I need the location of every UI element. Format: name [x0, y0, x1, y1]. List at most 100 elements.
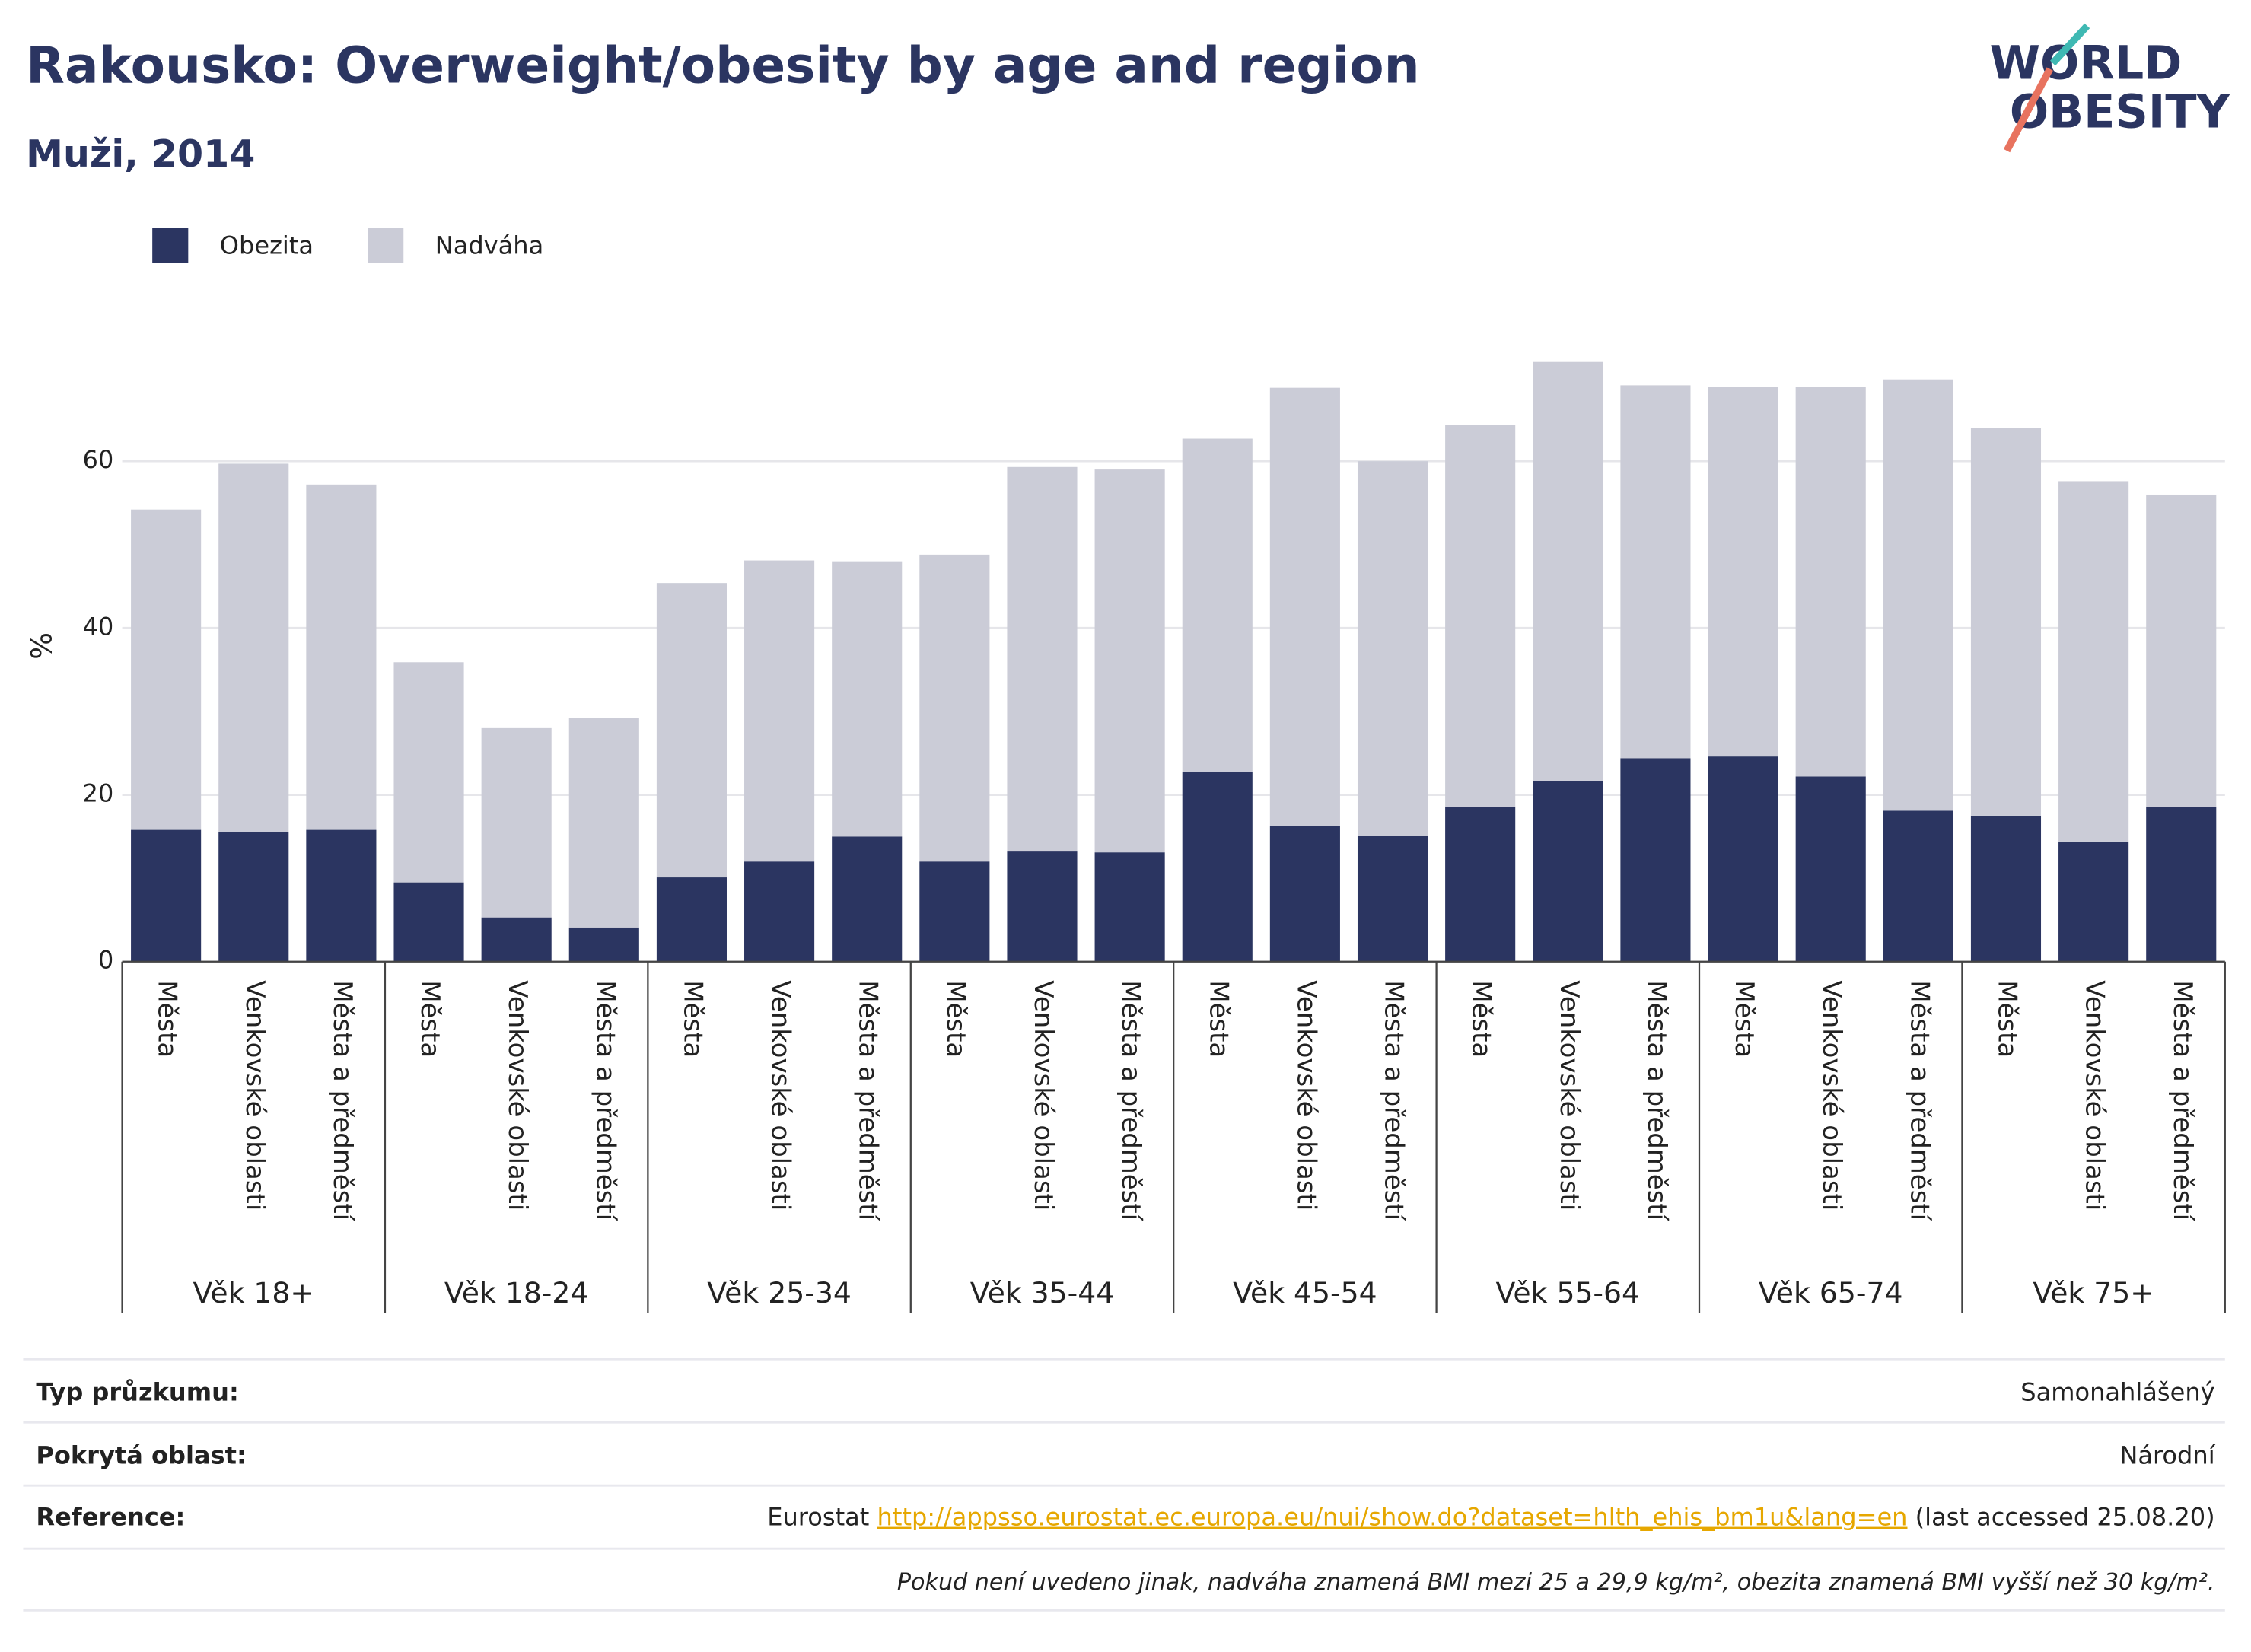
bar [218, 832, 289, 962]
row-value: Národní [2119, 1440, 2215, 1469]
bar [1357, 461, 1428, 836]
bar [1269, 826, 1340, 962]
bar [1007, 466, 1078, 852]
x-tick-label: Města a předměstí [1641, 980, 1672, 1221]
chart-title: Rakousko: Overweight/obesity by age and … [26, 37, 1419, 95]
x-tick-label: Města a předměstí [1904, 980, 1934, 1221]
x-tick-label: Města [1992, 980, 2022, 1058]
bar [1445, 806, 1516, 962]
x-tick-label: Venkovské oblasti [240, 980, 270, 1211]
bar [2058, 481, 2129, 842]
bar [1357, 836, 1428, 962]
group-label: Věk 35-44 [970, 1276, 1115, 1310]
legend-swatch [368, 228, 404, 263]
y-tick-label: 40 [82, 612, 113, 641]
bar [2146, 806, 2217, 962]
group-label: Věk 65-74 [1759, 1276, 1903, 1310]
x-tick-label: Města [152, 980, 183, 1058]
y-axis-label: % [24, 632, 58, 660]
bar [306, 484, 377, 830]
row-label: Typ průzkumu: [36, 1377, 238, 1406]
bar [2146, 494, 2217, 807]
x-tick-label: Venkovské oblasti [1554, 980, 1584, 1211]
bar [481, 727, 552, 918]
x-tick-label: Venkovské oblasti [1816, 980, 1847, 1211]
x-tick-label: Města a předměstí [1116, 980, 1146, 1221]
legend-label: Obezita [220, 231, 314, 259]
reference-link[interactable]: http://appsso.eurostat.ec.europa.eu/nui/… [877, 1503, 1908, 1532]
bar [656, 877, 727, 962]
x-tick-label: Města [1466, 980, 1497, 1058]
bar [919, 554, 990, 862]
bar [1094, 469, 1165, 853]
x-tick-label: Venkovské oblasti [766, 980, 796, 1211]
info-table: Typ průzkumu: Samonahlášený Pokrytá obla… [23, 1358, 2225, 1612]
logo-text: OBESITY [2010, 85, 2231, 138]
y-tick-label: 60 [82, 445, 113, 474]
bar [1182, 772, 1253, 962]
group-label: Věk 55-64 [1496, 1276, 1641, 1310]
x-tick-label: Města a předměstí [327, 980, 358, 1221]
bar [481, 917, 552, 962]
bar [1094, 852, 1165, 962]
x-tick-label: Města [941, 980, 971, 1058]
logo: WORLD OBESITY [1989, 23, 2231, 153]
row-value: Samonahlášený [2020, 1377, 2214, 1406]
row-label: Pokrytá oblast: [36, 1440, 246, 1469]
bar [568, 927, 639, 962]
x-tick-label: Města [1729, 980, 1759, 1058]
bar [393, 882, 464, 962]
bar [1269, 387, 1340, 826]
y-tick-label: 20 [82, 779, 113, 808]
x-tick-label: Venkovské oblasti [2080, 980, 2110, 1211]
bar [1620, 385, 1691, 759]
bar [832, 836, 903, 962]
x-tick-label: Venkovské oblasti [502, 980, 533, 1211]
bar [1708, 387, 1778, 757]
legend-swatch [152, 228, 189, 263]
x-tick-label: Města a předměstí [2167, 980, 2198, 1221]
bar [568, 718, 639, 928]
x-tick-label: Města a předměstí [590, 980, 620, 1221]
bar [1533, 780, 1603, 962]
bar [393, 662, 464, 883]
group-label: Věk 18+ [193, 1276, 315, 1310]
x-tick-label: Města [415, 980, 445, 1058]
bar [832, 561, 903, 837]
bar [1795, 387, 1866, 777]
bar [1883, 810, 1953, 962]
y-tick-label: 0 [98, 946, 113, 975]
bar [131, 829, 202, 962]
bar [919, 861, 990, 962]
bar [2058, 841, 2129, 962]
x-tick-label: Venkovské oblasti [1291, 980, 1321, 1211]
bar [1182, 438, 1253, 772]
bar [1970, 428, 2042, 816]
logo-slash [2003, 67, 2053, 153]
reference-prefix: Eurostat [767, 1503, 869, 1532]
group-label: Věk 18-24 [444, 1276, 589, 1310]
bar [1708, 756, 1778, 962]
bar [1007, 851, 1078, 962]
bar [744, 861, 815, 962]
bar [1883, 379, 1953, 811]
x-tick-label: Města [677, 980, 708, 1058]
logo-text: WORLD [1989, 37, 2182, 90]
x-tick-label: Města a předměstí [1379, 980, 1409, 1221]
x-tick-label: Města [1203, 980, 1234, 1058]
bar [1533, 361, 1603, 781]
bar [1795, 776, 1866, 962]
note: Pokud není uvedeno jinak, nadváha znamen… [897, 1569, 2215, 1596]
bar [218, 463, 289, 832]
bar [656, 583, 727, 878]
x-tick-label: Venkovské oblasti [1028, 980, 1059, 1211]
reference-suffix: (last accessed 25.08.20) [1915, 1503, 2215, 1532]
group-label: Věk 25-34 [707, 1276, 852, 1310]
chart-subtitle: Muži, 2014 [26, 132, 255, 176]
bar [131, 509, 202, 830]
reference: Eurostat http://appsso.eurostat.ec.europ… [767, 1503, 2214, 1532]
group-label: Věk 45-54 [1233, 1276, 1377, 1310]
bar [306, 829, 377, 962]
bar [1970, 815, 2042, 962]
